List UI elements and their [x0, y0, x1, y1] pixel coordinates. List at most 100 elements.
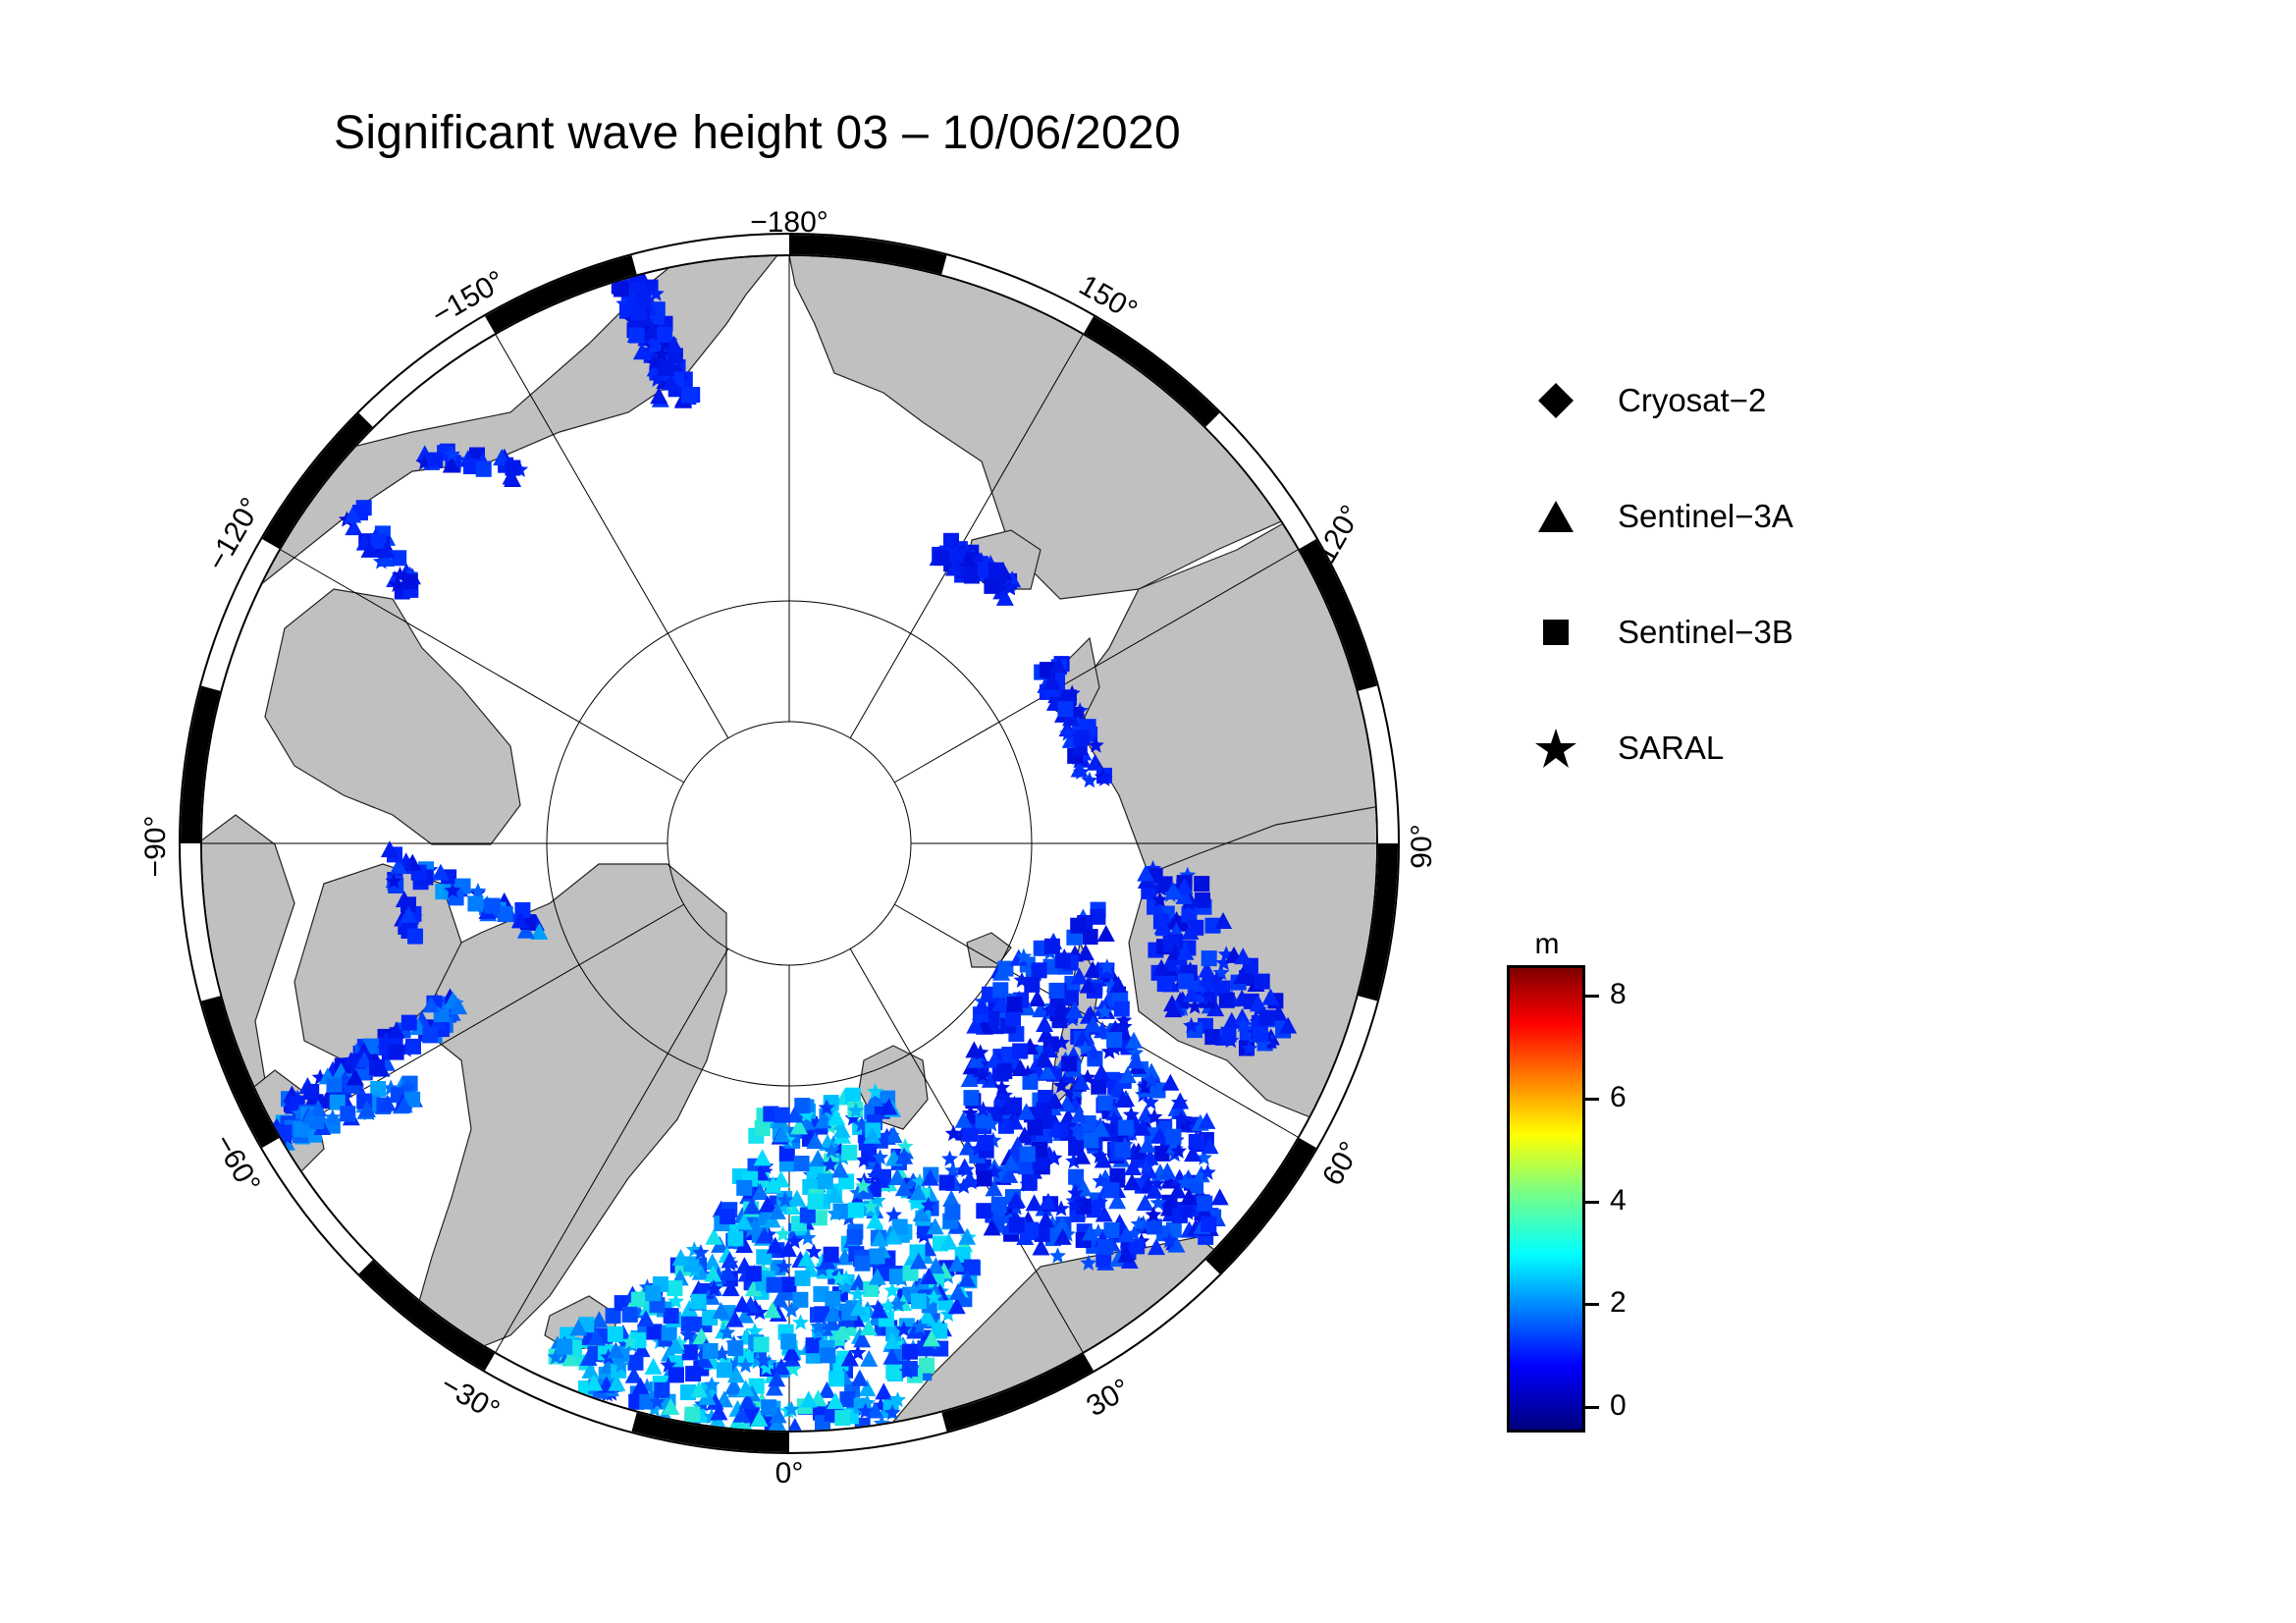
observation-marker — [871, 1229, 889, 1247]
observation-marker — [710, 1403, 728, 1421]
observation-marker — [645, 1285, 662, 1302]
observation-marker — [920, 1268, 938, 1285]
observation-marker — [1146, 1108, 1163, 1125]
observation-marker — [1125, 1031, 1144, 1049]
observation-marker — [1013, 971, 1031, 988]
observation-marker — [309, 1099, 328, 1116]
observation-marker — [1114, 1091, 1133, 1109]
observation-marker — [981, 1070, 999, 1088]
observation-marker — [922, 1329, 940, 1347]
observation-marker — [825, 1291, 841, 1307]
observation-marker — [764, 1175, 782, 1193]
observation-marker — [1117, 1225, 1136, 1243]
observation-marker — [820, 1347, 836, 1364]
observation-marker — [844, 1109, 862, 1126]
observation-marker — [1124, 1159, 1143, 1176]
observation-marker — [1091, 1147, 1108, 1163]
observation-marker — [794, 1098, 811, 1114]
observation-marker — [954, 1110, 973, 1128]
observation-marker — [1083, 1132, 1099, 1149]
observation-marker — [898, 1363, 916, 1380]
observation-marker — [853, 1330, 872, 1348]
legend-label: Cryosat−2 — [1618, 382, 1767, 418]
observation-marker — [863, 1126, 881, 1144]
observation-marker — [732, 1405, 751, 1423]
observation-marker — [1079, 1068, 1096, 1085]
observation-marker — [658, 360, 674, 377]
observation-marker — [1156, 976, 1173, 993]
observation-marker — [1108, 1080, 1127, 1098]
legend-item-sentinel-3b: Sentinel−3B — [1531, 608, 1793, 657]
observation-marker — [834, 1410, 851, 1427]
observation-marker — [649, 370, 667, 387]
observation-marker — [799, 1207, 816, 1223]
observation-marker — [780, 1333, 797, 1350]
frame-segment — [485, 255, 637, 334]
observation-marker — [925, 1288, 942, 1306]
observation-marker — [387, 1021, 405, 1039]
observation-marker — [1152, 958, 1171, 976]
observation-marker — [1176, 1174, 1194, 1191]
observation-marker — [1165, 1128, 1182, 1145]
observation-marker — [1003, 570, 1022, 588]
observation-marker — [691, 1263, 710, 1280]
observation-marker — [1094, 1151, 1112, 1168]
observation-marker — [850, 1369, 869, 1386]
observation-marker — [810, 1324, 828, 1340]
observation-marker — [475, 460, 492, 477]
observation-marker — [340, 1106, 356, 1122]
observation-marker — [1103, 1222, 1120, 1238]
observation-marker — [992, 963, 1011, 981]
observation-marker — [1028, 990, 1046, 1007]
observation-marker — [1097, 1239, 1114, 1255]
observation-marker — [630, 1291, 647, 1308]
observation-marker — [1151, 879, 1169, 896]
observation-marker — [1048, 983, 1065, 999]
observation-marker — [854, 1255, 871, 1271]
observation-marker — [1068, 1168, 1085, 1185]
observation-marker — [1138, 1136, 1156, 1154]
triangle-icon — [1531, 492, 1580, 541]
observation-marker — [1186, 998, 1203, 1014]
observation-marker — [859, 1319, 878, 1336]
observation-marker — [579, 1349, 598, 1367]
observation-marker — [1057, 701, 1074, 718]
observation-marker — [1073, 1030, 1092, 1048]
observation-marker — [1073, 1147, 1092, 1164]
observation-marker — [1039, 1192, 1057, 1210]
frame-segment — [941, 1353, 1094, 1432]
observation-marker — [818, 1380, 836, 1398]
observation-marker — [1081, 771, 1098, 788]
observation-marker — [646, 1324, 663, 1340]
observation-marker — [868, 1268, 886, 1285]
observation-marker — [1123, 1173, 1142, 1191]
observation-marker — [1234, 1016, 1252, 1033]
observation-marker — [1071, 738, 1090, 756]
observation-marker — [1201, 1217, 1217, 1232]
observation-marker — [1258, 1009, 1275, 1026]
observation-marker — [946, 545, 965, 563]
observation-marker — [734, 1213, 753, 1230]
observation-marker — [484, 897, 501, 914]
observation-marker — [805, 1337, 822, 1354]
observation-marker — [444, 882, 461, 898]
longitude-label: 30° — [1081, 1373, 1136, 1423]
observation-marker — [621, 1332, 639, 1350]
observation-marker — [311, 1068, 329, 1085]
observation-marker — [823, 1246, 839, 1263]
colorbar — [1507, 965, 1585, 1433]
observation-marker — [1062, 709, 1081, 727]
observation-marker — [823, 1142, 840, 1159]
observation-marker — [785, 1106, 804, 1123]
observation-marker — [847, 1202, 864, 1218]
observation-marker — [645, 335, 663, 352]
observation-marker — [667, 1336, 685, 1354]
observation-marker — [1052, 1077, 1070, 1094]
observation-marker — [721, 1279, 740, 1297]
observation-marker — [1164, 882, 1183, 899]
observation-marker — [1049, 656, 1068, 674]
observation-marker — [585, 1374, 604, 1391]
observation-marker — [753, 1149, 772, 1166]
observation-marker — [690, 1293, 707, 1310]
observation-marker — [703, 1408, 721, 1425]
